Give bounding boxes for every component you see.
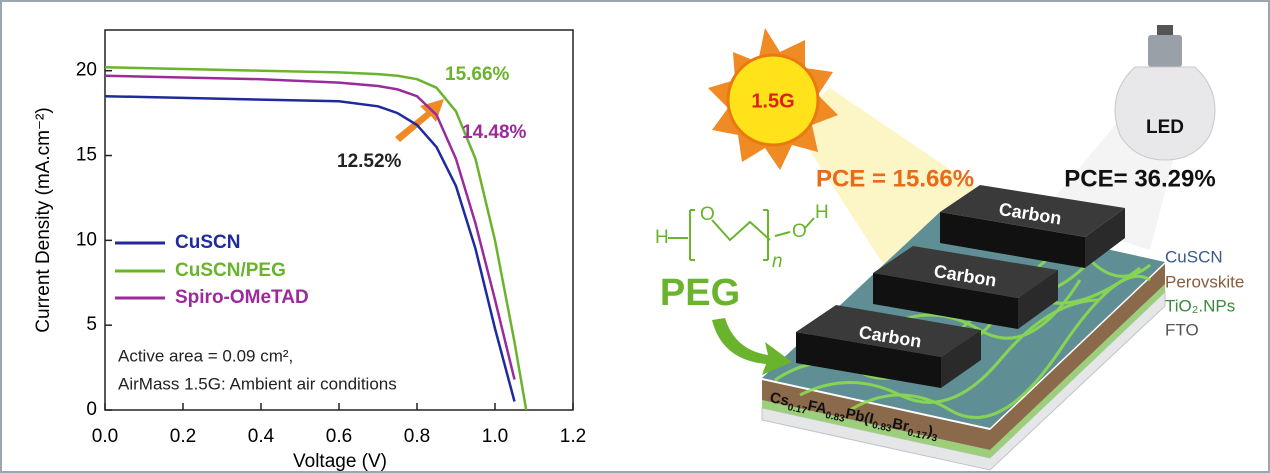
- x-tick-label: 0.0: [92, 426, 118, 447]
- x-tick-label: 0.2: [170, 426, 196, 447]
- annotation: 14.48%: [462, 122, 527, 143]
- pce-led: PCE= 36.29%: [1064, 165, 1215, 192]
- annotation: 12.52%: [337, 151, 402, 172]
- y-axis-label: Current Density (mA.cm⁻²): [33, 107, 54, 332]
- peg-label: PEG: [660, 272, 740, 314]
- y-tick-label: 20: [76, 60, 97, 81]
- pce-sun: PCE = 15.66%: [816, 165, 974, 192]
- legend-label: CuSCN/PEG: [175, 260, 286, 281]
- peg-atom: O: [792, 221, 807, 242]
- layer-label: CuSCN: [1165, 247, 1223, 266]
- x-tick-label: 0.4: [248, 426, 275, 447]
- annotation: 15.66%: [445, 64, 510, 85]
- peg-atom: H: [815, 202, 829, 223]
- bulb-glass: [1115, 67, 1215, 160]
- peg-atom: H: [655, 227, 669, 248]
- x-axis-label: Voltage (V): [293, 451, 387, 472]
- note: AirMass 1.5G: Ambient air conditions: [118, 374, 397, 393]
- y-tick-label: 5: [86, 314, 97, 335]
- legend-label: Spiro-OMeTAD: [175, 287, 309, 308]
- layer-label: Perovskite: [1165, 272, 1244, 291]
- y-tick-label: 10: [76, 229, 97, 250]
- y-tick-label: 0: [86, 399, 97, 420]
- bulb-label: LED: [1146, 117, 1184, 138]
- graphical-abstract: Voltage (V) Current Density (mA.cm⁻²) 0.…: [0, 0, 1270, 473]
- y-tick-label: 15: [76, 145, 97, 166]
- peg-atom: n: [772, 251, 783, 272]
- x-tick-label: 0.8: [404, 426, 430, 447]
- x-tick-label: 1.2: [560, 426, 586, 447]
- sun-label: 1.5G: [751, 90, 794, 112]
- layer-label: FTO: [1165, 320, 1199, 339]
- bulb-base: [1148, 35, 1182, 67]
- layer-label: TiO₂.NPs: [1165, 296, 1235, 315]
- note: Active area = 0.09 cm²,: [118, 346, 293, 365]
- bulb-pin: [1157, 25, 1173, 35]
- x-tick-label: 1.0: [482, 426, 508, 447]
- x-tick-label: 0.6: [326, 426, 352, 447]
- legend-label: CuSCN: [175, 232, 240, 253]
